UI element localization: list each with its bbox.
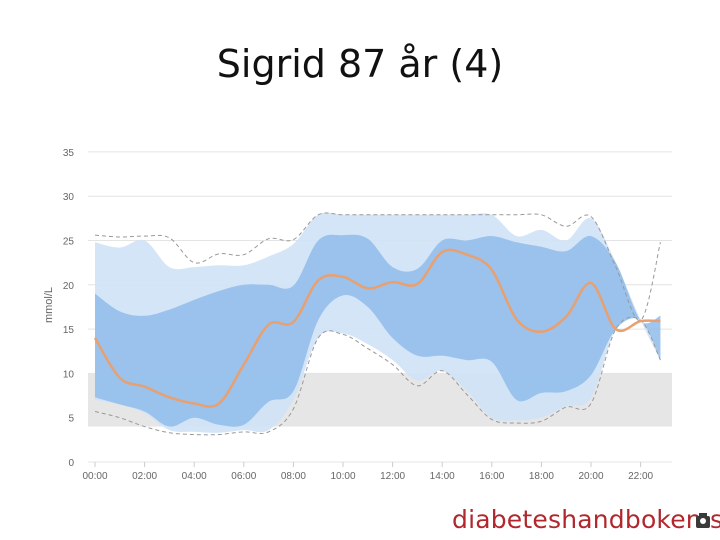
y-tick-label-15: 15 bbox=[63, 325, 75, 336]
x-tick-label-4: 08:00 bbox=[281, 471, 306, 482]
watermark-text: diabeteshandboken.se bbox=[452, 505, 720, 534]
y-tick-label-20: 20 bbox=[63, 281, 75, 292]
y-tick-label-5: 5 bbox=[68, 414, 74, 425]
x-tick-label-2: 04:00 bbox=[182, 471, 207, 482]
y-axis-label: mmol/L bbox=[43, 287, 55, 323]
tick-labels-layer: 0 5 10 15 20 25 30 35 00:00 02:00 04:00 06:00 08:00 1… bbox=[63, 148, 654, 482]
x-tick-label-9: 18:00 bbox=[529, 471, 554, 482]
x-tick-label-6: 12:00 bbox=[380, 471, 405, 482]
line-median bbox=[93, 248, 661, 408]
y-tick-label-35: 35 bbox=[63, 148, 75, 159]
x-tick-label-5: 10:00 bbox=[330, 471, 355, 482]
seal-icon bbox=[696, 513, 710, 528]
x-tick-label-8: 16:00 bbox=[479, 471, 504, 482]
lines-layer bbox=[93, 212, 661, 436]
y-tick-label-0: 0 bbox=[68, 458, 74, 469]
x-tick-label-0: 00:00 bbox=[82, 471, 107, 482]
y-tick-label-10: 10 bbox=[63, 369, 75, 380]
x-tick-label-1: 02:00 bbox=[132, 471, 157, 482]
x-tick-label-7: 14:00 bbox=[430, 471, 455, 482]
x-tick-label-3: 06:00 bbox=[231, 471, 256, 482]
slide-title: Sigrid 87 år (4) bbox=[216, 42, 504, 86]
y-tick-label-30: 30 bbox=[63, 192, 75, 203]
x-tick-label-11: 22:00 bbox=[628, 471, 653, 482]
line-min bbox=[94, 316, 661, 436]
glucose-percentile-chart: 0 5 10 15 20 25 30 35 00:00 02:00 04:00 06:00 08:00 1… bbox=[43, 148, 672, 482]
line-max bbox=[94, 212, 661, 321]
y-tick-label-25: 25 bbox=[63, 237, 75, 248]
x-tick-label-10: 20:00 bbox=[578, 471, 603, 482]
